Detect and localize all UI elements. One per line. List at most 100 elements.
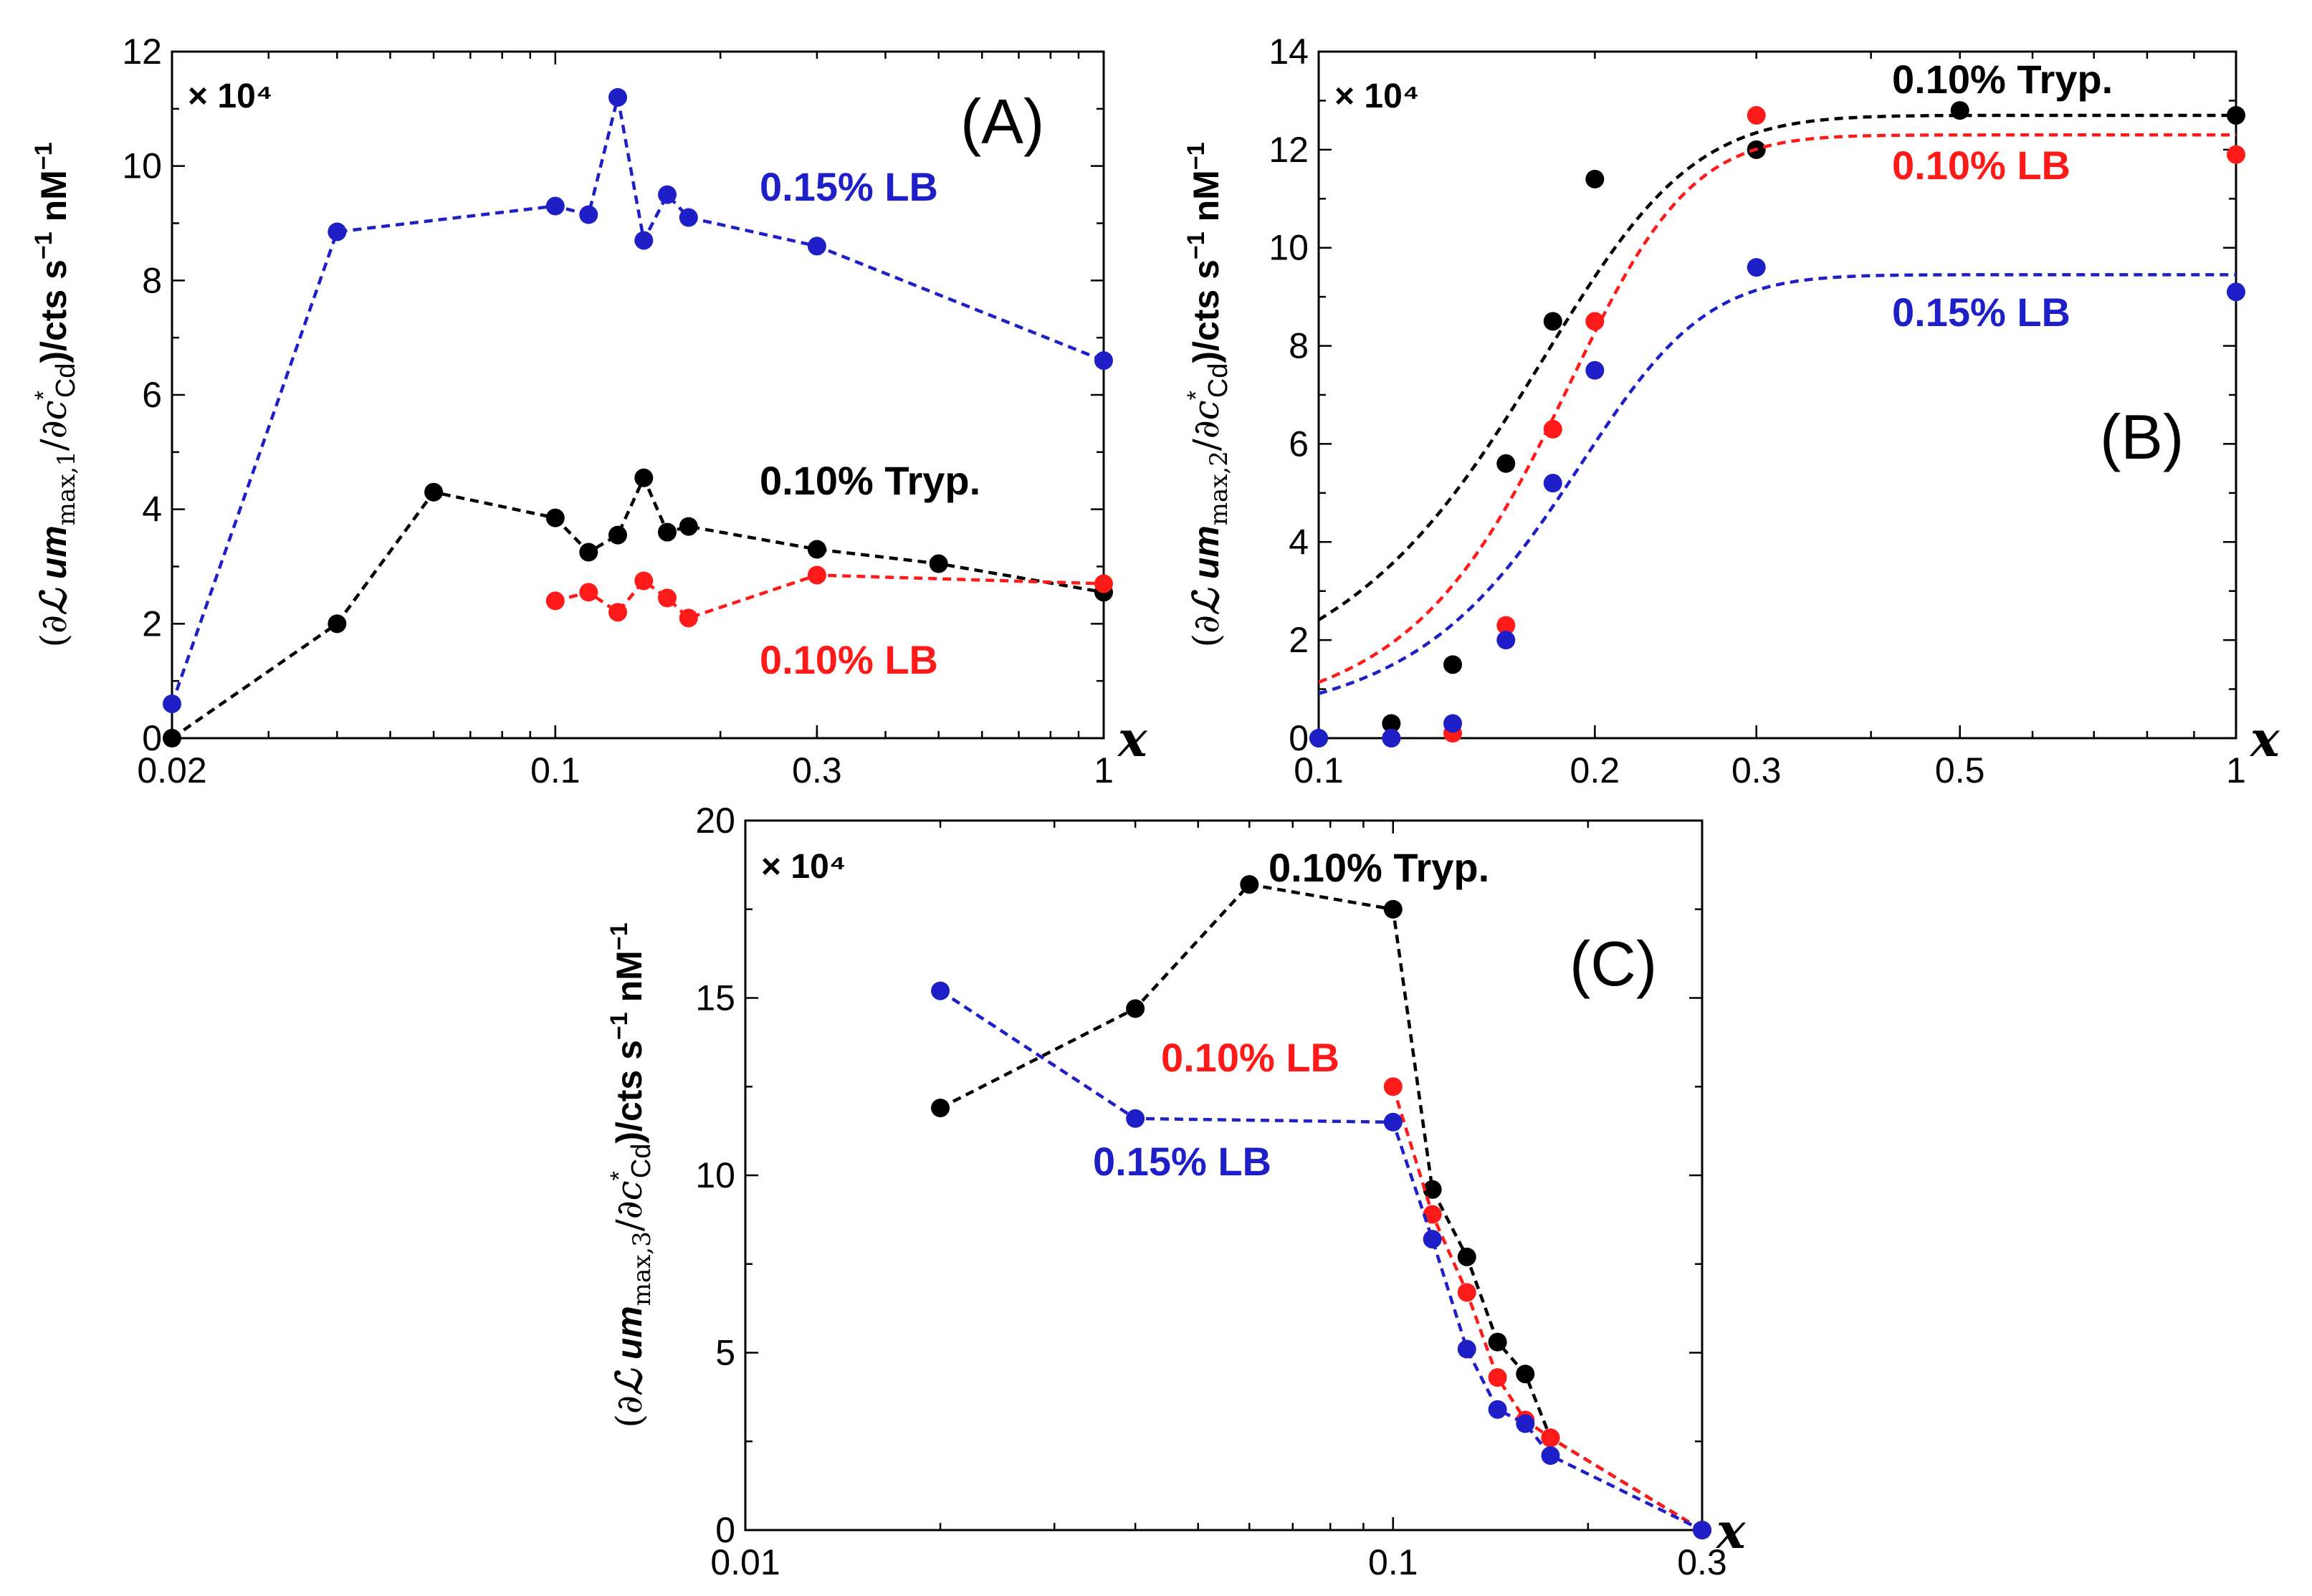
ylabel-slash: /∂ (608, 1200, 650, 1231)
data-point (1516, 1414, 1535, 1433)
ylabel-units: )/cts s (1186, 259, 1226, 363)
ylabel-um: um (609, 1306, 649, 1370)
x-tick-label: 0.02 (137, 750, 206, 790)
panel-label: (A) (960, 86, 1044, 157)
data-point (579, 583, 598, 602)
y-tick-label: 15 (695, 978, 735, 1018)
data-point (545, 591, 565, 611)
data-point (634, 571, 654, 591)
panel-c: 0.01 0.1 0.3 0 5 10 15 20 × 10⁴ (C) x (∂ℒ ummax,3/∂… (606, 801, 1747, 1582)
ylabel-star: * (30, 391, 57, 400)
legend-label: 0.15% LB (1093, 1139, 1271, 1184)
x-tick-label: 0.3 (1731, 750, 1782, 790)
data-point (1094, 574, 1113, 593)
ylabel-units: )/cts s (609, 1040, 649, 1144)
data-point (931, 981, 950, 1000)
y-tick-label: 12 (122, 32, 162, 72)
y-tick-label: 5 (715, 1333, 735, 1373)
data-point (1382, 729, 1401, 747)
data-point (807, 540, 826, 559)
ylabel-cd: Cd (1203, 363, 1233, 398)
data-point (658, 522, 677, 542)
y-tick-label: 8 (1289, 326, 1309, 366)
ylabel-script-l: ℒ (32, 588, 75, 615)
data-point (679, 517, 698, 536)
ylabel-exp1: −1 (1183, 231, 1210, 259)
multiplier-label: × 10⁴ (761, 848, 846, 886)
data-point (1382, 714, 1401, 733)
data-point (1126, 999, 1145, 1018)
ylabel-open: (∂ (608, 1395, 650, 1428)
data-point (1309, 729, 1328, 747)
data-point (658, 185, 677, 204)
data-point (679, 608, 698, 628)
multiplier-label: × 10⁴ (188, 77, 273, 115)
y-axis-label: (∂ℒ ummax,1/∂c*Cd)/cts s−1 nM−1 (30, 142, 81, 647)
ylabel-script-l: ℒ (1185, 588, 1227, 615)
legend-label: 0.15% LB (760, 164, 938, 209)
data-point (931, 1098, 950, 1117)
ylabel-nm: nM (609, 950, 649, 1012)
x-tick-label: 0.3 (792, 750, 842, 790)
data-point (2227, 282, 2245, 302)
y-tick-label: 10 (122, 146, 162, 186)
x-axis-label: x (1117, 711, 1148, 768)
legend-label: 0.10% LB (1161, 1035, 1339, 1080)
ylabel-um: um (1186, 525, 1226, 589)
series-fit-line (1318, 133, 2236, 684)
ylabel-subscript: max,2 (1205, 451, 1233, 525)
y-tick-label: 0 (715, 1510, 735, 1550)
ylabel-exp2: −1 (30, 142, 57, 170)
ylabel-units: )/cts s (34, 259, 74, 363)
x-axis-label: x (1715, 1503, 1747, 1560)
y-tick-label: 12 (1269, 130, 1309, 170)
data-point (1496, 616, 1516, 635)
y-tick-label: 10 (1269, 228, 1309, 268)
series-fit-line (1318, 273, 2236, 695)
data-point (1457, 1283, 1476, 1302)
data-point (1457, 1247, 1476, 1266)
data-point (1541, 1428, 1560, 1448)
data-point (328, 614, 347, 634)
series-0-15-lb (1309, 258, 2245, 747)
y-axis-label: (∂ℒ ummax,3/∂c*Cd)/cts s−1 nM−1 (606, 922, 656, 1428)
ylabel-exp2: −1 (606, 922, 633, 950)
series-line (171, 474, 1104, 740)
y-tick-label: 6 (1289, 424, 1309, 464)
data-point (1126, 1109, 1145, 1128)
y-tick-label: 6 (142, 375, 162, 415)
series-0-15-lb (163, 87, 1113, 714)
ylabel-exp1: −1 (606, 1012, 633, 1040)
y-tick-label: 20 (695, 801, 735, 841)
x-tick-label: 1 (1094, 750, 1114, 790)
x-tick-label: 0.2 (1570, 750, 1620, 790)
data-point (1496, 454, 1516, 473)
data-point (608, 603, 628, 622)
ylabel-c: c (608, 1180, 650, 1200)
data-point (1240, 875, 1259, 894)
data-point (1443, 714, 1463, 733)
ylabel-slash: /∂ (1185, 420, 1227, 451)
y-axis-label: (∂ℒ ummax,2/∂c*Cd)/cts s−1 nM−1 (1183, 142, 1233, 647)
data-point (1488, 1368, 1507, 1387)
series-0-10-tryp- (163, 468, 1113, 747)
data-point (579, 543, 598, 562)
x-tick-label: 0.5 (1935, 750, 1985, 790)
panel-label: (B) (2100, 401, 2184, 472)
data-point (163, 694, 181, 714)
series-fit-line (1317, 113, 2236, 621)
data-point (328, 222, 347, 242)
legend-label: 0.10% Tryp. (1269, 845, 1489, 890)
series-line (170, 97, 1104, 704)
data-point (1747, 258, 1766, 277)
data-point (1543, 474, 1562, 493)
data-point (163, 729, 181, 747)
data-point (1496, 631, 1516, 650)
ylabel-open: (∂ (1185, 615, 1227, 647)
x-axis-label: x (2249, 711, 2280, 768)
data-point (608, 87, 628, 107)
ylabel-c: c (33, 400, 75, 420)
y-tick-label: 4 (1289, 522, 1309, 562)
legend-label: 0.10% LB (760, 637, 938, 682)
